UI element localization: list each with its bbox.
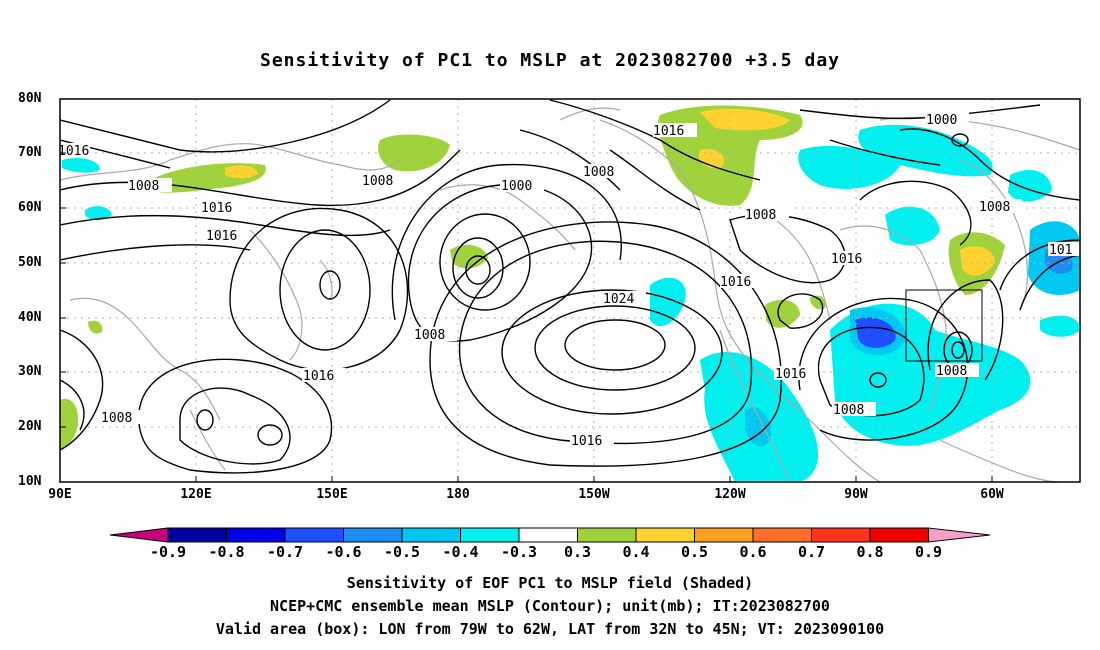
contour-label: 1008 [833,403,864,418]
contour-label: 1008 [583,165,614,180]
colorbar-swatch [518,527,578,543]
colorbar-swatch [869,527,929,543]
contour-label: 1008 [414,328,445,343]
colorbar-swatch [167,527,227,543]
lon-label: 180 [446,487,470,502]
contour-label: 1008 [362,174,393,189]
colorbar-swatch [284,527,344,543]
contour-label: 101 [1049,243,1072,258]
colorbar-swatch [635,527,695,543]
colorbar-swatch [460,527,520,543]
contour-label: 1000 [501,179,532,194]
colorbar [109,527,991,543]
page-title: Sensitivity of PC1 to MSLP at 2023082700… [259,50,840,71]
contour-label: 1024 [603,292,634,307]
contour-label: 1016 [201,201,232,216]
contour-label: 1008 [979,200,1010,215]
colorbar-label: -0.9 [149,543,187,561]
colorbar-label: 0.6 [739,543,767,561]
valid-area-box [905,289,983,362]
footer-line-1: Sensitivity of EOF PC1 to MSLP field (Sh… [346,574,754,592]
colorbar-max-arrow [928,527,991,543]
colorbar-label: 0.4 [622,543,650,561]
lon-label: 60W [980,487,1004,502]
contour-label: 1016 [58,144,89,159]
contour-label: 1016 [720,275,751,290]
colorbar-label: -0.7 [266,543,304,561]
colorbar-swatch [752,527,812,543]
colorbar-label: 0.5 [680,543,709,561]
lat-label: 20N [18,419,42,434]
lat-label: 40N [18,310,42,325]
map-frame [59,98,1081,483]
colorbar-label: -0.5 [383,543,421,561]
contour-label: 1016 [831,252,862,267]
colorbar-label: 0.3 [563,543,592,561]
contour-label: 1008 [128,179,159,194]
lon-label: 150E [316,487,348,502]
lon-label: 150W [578,487,610,502]
lat-label: 80N [18,91,42,106]
contour-label: 1000 [926,113,957,128]
colorbar-label: 0.8 [856,543,884,561]
contour-label: 1016 [775,367,806,382]
colorbar-swatch [694,527,754,543]
contour-label: 1008 [101,411,132,426]
contour-labels: 1016 1008 1008 1016 1016 1008 1000 1008 … [58,112,1080,449]
lat-label: 10N [18,474,42,489]
contour-label: 1008 [936,364,967,379]
lat-label: 30N [18,364,42,379]
lat-label: 50N [18,255,42,270]
lon-label: 90W [844,487,868,502]
colorbar-label: -0.3 [500,543,538,561]
colorbar-swatch [226,527,286,543]
lon-label: 90E [48,487,72,502]
colorbar-label: 0.7 [797,543,826,561]
lon-label: 120E [180,487,212,502]
colorbar-label: -0.6 [325,543,362,561]
colorbar-swatch [343,527,403,543]
contour-label: 1016 [303,369,334,384]
footer-line-3: Valid area (box): LON from 79W to 62W, L… [215,620,885,638]
colorbar-swatch [577,527,637,543]
footer-line-2: NCEP+CMC ensemble mean MSLP (Contour); u… [270,597,830,615]
contour-label: 1016 [206,229,237,244]
axis-ticks [60,98,993,482]
contour-label: 1016 [571,434,602,449]
lat-label: 70N [18,145,42,160]
contour-label: 1016 [653,124,684,139]
colorbar-label: 0.9 [914,543,943,561]
colorbar-min-arrow [109,527,169,543]
colorbar-swatch [811,527,871,543]
colorbar-label: -0.8 [208,543,245,561]
lon-label: 120W [714,487,746,502]
lat-label: 60N [18,200,42,215]
contour-label: 1008 [745,208,776,223]
colorbar-label: -0.4 [442,543,479,561]
colorbar-swatch [401,527,461,543]
